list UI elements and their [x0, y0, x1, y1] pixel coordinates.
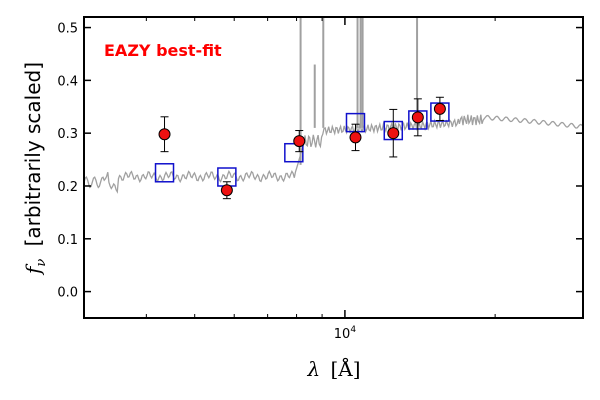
x-axis-label: λ [Å] [306, 356, 360, 381]
observed-point [387, 127, 400, 140]
observed-points [158, 96, 446, 200]
y-ticks: 0.0 0.1 0.2 0.3 0.4 0.5 [57, 22, 583, 301]
y-tick-label: 0.3 [57, 127, 78, 142]
x-tick-label-1e4: 104 [334, 325, 357, 342]
y-tick-label: 0.2 [57, 180, 78, 195]
observed-point [158, 128, 171, 141]
y-tick-label: 0.5 [57, 22, 78, 37]
x-ticks [145, 17, 496, 318]
model-box [154, 163, 175, 183]
observed-point [293, 135, 306, 148]
y-tick-label: 0.0 [57, 286, 78, 301]
observed-point [220, 184, 233, 197]
y-tick-label: 0.4 [57, 74, 78, 89]
annotation-label: EAZY best-fit [104, 41, 222, 60]
y-axis-text: [arbitrarily scaled] [21, 62, 45, 246]
template-line [83, 114, 584, 194]
x-axis-symbol: λ [306, 357, 320, 381]
observed-point [433, 102, 446, 115]
y-tick-label: 0.1 [57, 233, 78, 248]
x-tick-label-base: 10 [334, 327, 351, 342]
observed-point [411, 111, 424, 124]
y-axis-label: fν [arbitrarily scaled] [21, 62, 50, 276]
y-axis-subscript: ν [34, 259, 49, 267]
observed-point [349, 131, 362, 144]
model-box [284, 142, 304, 163]
x-tick-label-exp: 4 [350, 325, 356, 335]
x-axis-unit: [Å] [330, 356, 360, 381]
plot-frame [83, 16, 584, 319]
